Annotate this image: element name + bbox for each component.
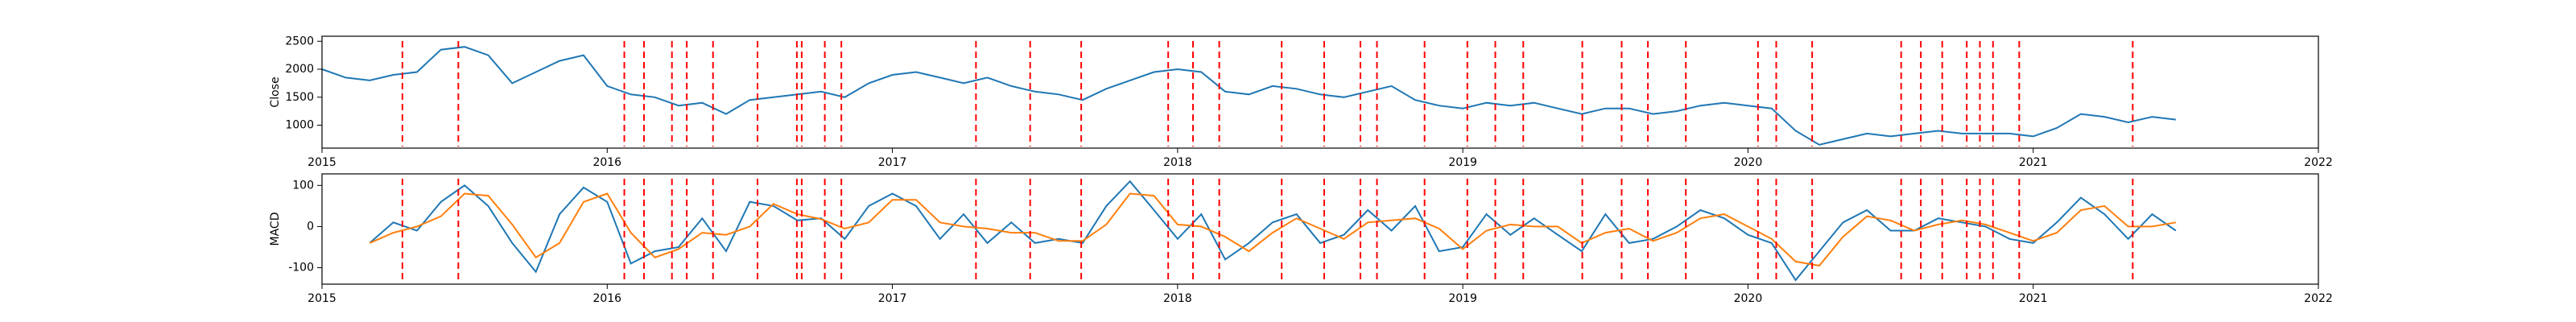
x-tick-label: 2022 bbox=[2304, 292, 2333, 305]
x-tick-label: 2020 bbox=[1734, 156, 1763, 169]
x-tick-label: 2022 bbox=[2304, 156, 2333, 169]
y-tick-label: 1500 bbox=[285, 91, 314, 104]
data-line bbox=[369, 192, 2177, 267]
axes-frame bbox=[321, 173, 2319, 285]
y-tick-label: 0 bbox=[307, 220, 314, 233]
x-tick-label: 2018 bbox=[1163, 292, 1192, 305]
x-tick-label: 2015 bbox=[308, 292, 336, 305]
y-tick-label: 100 bbox=[292, 179, 314, 192]
x-tick-label: 2021 bbox=[2019, 292, 2048, 305]
x-tick-label: 2017 bbox=[878, 156, 907, 169]
y-axis-label: Close bbox=[269, 76, 282, 107]
y-axis-label: MACD bbox=[269, 213, 282, 246]
y-tick-label: 2500 bbox=[285, 35, 314, 47]
y-tick-label: 2000 bbox=[285, 63, 314, 76]
y-tick-label: 1000 bbox=[285, 119, 314, 132]
x-tick-label: 2017 bbox=[878, 292, 907, 305]
x-tick-label: 2021 bbox=[2019, 156, 2048, 169]
data-line bbox=[369, 180, 2177, 282]
y-tick-label: -100 bbox=[288, 262, 314, 275]
x-tick-label: 2020 bbox=[1734, 292, 1763, 305]
data-line bbox=[321, 46, 2177, 146]
x-tick-label: 2018 bbox=[1163, 156, 1192, 169]
x-tick-label: 2019 bbox=[1448, 292, 1477, 305]
axes-frame bbox=[321, 35, 2319, 149]
x-tick-label: 2019 bbox=[1448, 156, 1477, 169]
x-tick-label: 2015 bbox=[308, 156, 336, 169]
x-tick-label: 2016 bbox=[592, 156, 621, 169]
x-tick-label: 2016 bbox=[592, 292, 621, 305]
